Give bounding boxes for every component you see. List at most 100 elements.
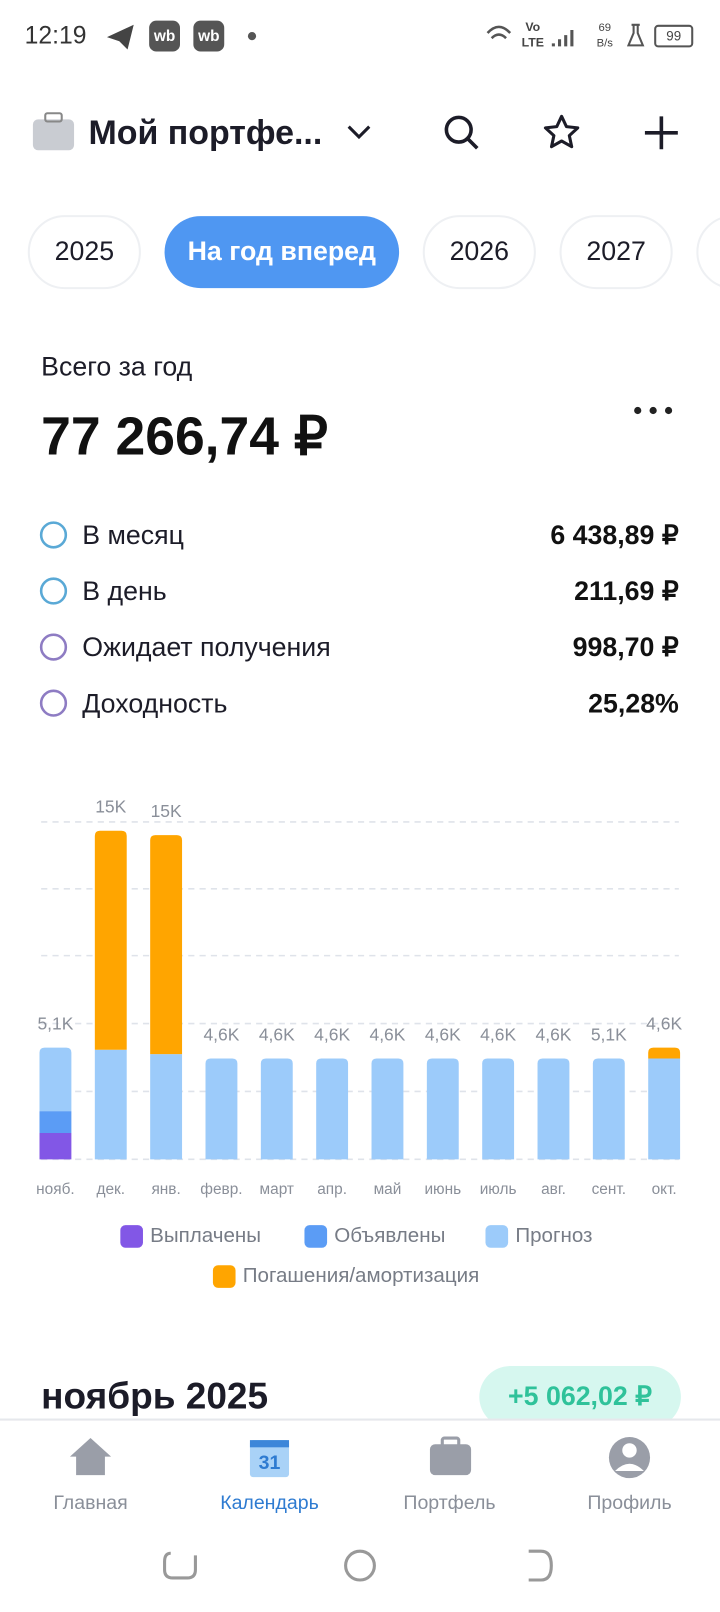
portfolio-icon — [32, 119, 75, 151]
metric-marker — [39, 633, 68, 661]
battery-level: 99 — [666, 29, 681, 44]
grid — [41, 821, 679, 1161]
network: LTE — [522, 36, 544, 50]
x-tick-label: июнь — [424, 1181, 461, 1198]
recent-button[interactable] — [163, 1551, 197, 1580]
x-tick-label: нояб. — [36, 1181, 75, 1198]
calendar-day: 31 — [259, 1452, 281, 1474]
metric-value: 6 438,89 ₽ — [550, 520, 679, 550]
app-icon-text: wb — [197, 28, 219, 45]
nav-label[interactable]: Главная — [53, 1492, 127, 1514]
bar-segment — [426, 1058, 459, 1160]
legend-label: Погашения/амортизация — [243, 1264, 479, 1287]
bar-segment — [150, 1054, 183, 1160]
legend-label: Объявлены — [334, 1224, 445, 1247]
x-tick-label: сент. — [592, 1181, 626, 1198]
metric-label: В день — [82, 576, 166, 606]
month-title: ноябрь 2025 — [41, 1375, 268, 1417]
legend-swatch — [212, 1265, 236, 1288]
back-button[interactable] — [528, 1549, 553, 1582]
network: Vo — [525, 20, 540, 34]
metric-label: Ожидает получения — [82, 632, 330, 662]
bar-segment — [648, 1047, 681, 1059]
metric-value: 25,28% — [588, 688, 679, 718]
speed: 69 — [599, 22, 612, 34]
dropdown-icon[interactable] — [347, 125, 371, 140]
portfolio-nav-icon — [440, 1436, 461, 1448]
favorite-button[interactable] — [543, 114, 580, 149]
bar-value-label: 4,6K — [480, 1025, 516, 1045]
year-tab[interactable] — [422, 215, 536, 290]
nav-label[interactable]: Портфель — [403, 1492, 495, 1514]
bar-value-label: 15K — [95, 797, 126, 817]
portfolio-nav-icon[interactable] — [429, 1444, 472, 1476]
bar-value-label: 4,6K — [314, 1025, 350, 1045]
year-tab[interactable] — [559, 215, 673, 290]
profile-icon-body — [615, 1463, 644, 1471]
x-tick-label: дек. — [96, 1181, 125, 1198]
metric-label: В месяц — [82, 520, 184, 550]
wifi-icon — [486, 25, 512, 40]
legend-label: Выплачены — [150, 1224, 261, 1247]
bar-segment — [39, 1111, 72, 1134]
search-button[interactable] — [444, 115, 479, 150]
month-badge-text: +5 062,02 ₽ — [508, 1381, 652, 1411]
year-tab-label: 2026 — [450, 236, 509, 266]
bar-value-label: 4,6K — [425, 1025, 461, 1045]
metric-marker — [39, 689, 68, 717]
year-tab-label: 2027 — [586, 236, 645, 266]
metric-marker — [39, 577, 68, 605]
year-tab[interactable] — [164, 216, 400, 289]
calendar-icon[interactable] — [249, 1440, 290, 1478]
more-button[interactable] — [634, 406, 673, 415]
bar-segment — [592, 1058, 625, 1160]
bar-segment — [648, 1058, 681, 1160]
portfolio-icon — [44, 112, 63, 123]
summary-total: 77 266,74 ₽ — [41, 407, 328, 466]
metric-marker — [39, 521, 68, 549]
x-tick-label: март — [260, 1181, 294, 1198]
add-button[interactable] — [644, 116, 678, 150]
bar-value-label: 4,6K — [536, 1025, 572, 1045]
nav-label[interactable]: Календарь — [220, 1492, 319, 1514]
x-tick-label: июль — [480, 1181, 517, 1198]
summary-label: Всего за год — [41, 351, 193, 381]
signal-icon — [551, 29, 574, 47]
bar-value-label: 5,1K — [591, 1025, 627, 1045]
app-icon-text: wb — [153, 28, 175, 45]
profile-icon-head — [622, 1443, 637, 1458]
nav-label[interactable]: Профиль — [587, 1492, 671, 1514]
bar-segment — [537, 1058, 570, 1160]
metric-label: Доходность — [82, 688, 227, 718]
portfolio-title[interactable]: Мой портфе... — [88, 114, 322, 152]
dot — [247, 32, 257, 41]
bar-segment — [482, 1058, 515, 1160]
speed: B/s — [597, 37, 614, 49]
year-tab[interactable] — [696, 216, 720, 288]
telegram-icon — [106, 24, 134, 50]
year-tab[interactable] — [27, 215, 141, 290]
bar-segment — [94, 830, 127, 1050]
x-tick-label: авг. — [541, 1181, 566, 1198]
bar-segment — [260, 1058, 293, 1160]
legend-label: Прогноз — [515, 1224, 592, 1247]
time: 12:19 — [25, 23, 87, 50]
bar-segment — [39, 1133, 72, 1160]
legend-swatch — [120, 1225, 143, 1248]
bar-segment — [39, 1047, 72, 1112]
x-tick-label: апр. — [317, 1181, 347, 1198]
bar-segment — [371, 1058, 404, 1160]
bar-segment — [316, 1058, 349, 1160]
app-icon — [193, 20, 225, 52]
metric-value: 211,69 ₽ — [574, 576, 679, 606]
x-tick-label: май — [374, 1181, 402, 1198]
home-button[interactable] — [344, 1549, 376, 1582]
battery — [654, 24, 694, 48]
app-icon — [149, 20, 180, 52]
flask-icon — [626, 23, 645, 47]
month-badge — [479, 1366, 681, 1428]
x-tick-label: февр. — [200, 1181, 242, 1198]
metric-value: 998,70 ₽ — [573, 632, 679, 662]
legend-swatch — [304, 1225, 328, 1248]
